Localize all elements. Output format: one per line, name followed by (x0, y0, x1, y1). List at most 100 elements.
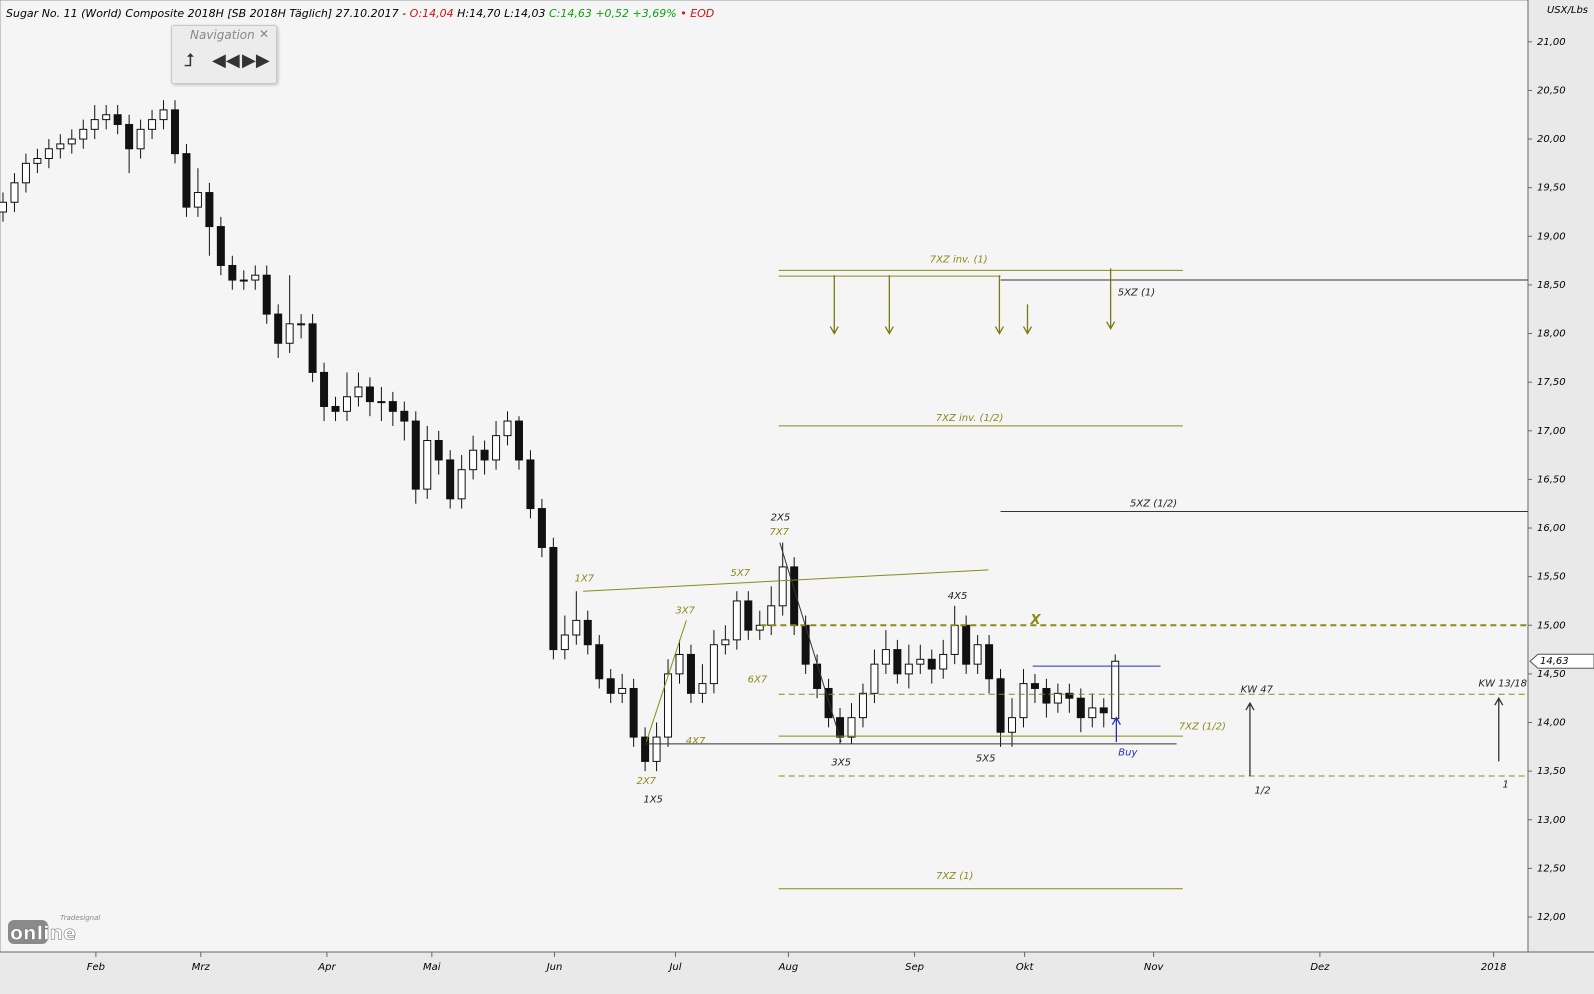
candle-body (824, 687, 833, 719)
candle-body (480, 449, 489, 461)
candle-body (962, 624, 971, 665)
navigation-title: Navigation (190, 28, 255, 42)
candle-body (939, 653, 948, 670)
candle-body (985, 644, 994, 680)
back-button[interactable]: ◀◀ (212, 50, 240, 71)
x-tick-label: Okt (1016, 962, 1035, 973)
annotation-line (583, 569, 989, 592)
y-tick-label: 19,50 (1537, 183, 1566, 194)
annotation: 7XZ (1/2) (1179, 721, 1226, 732)
y-tick-label: 14,50 (1537, 669, 1566, 680)
y-tick-label: 12,50 (1537, 863, 1566, 874)
candle-body (583, 619, 592, 646)
x-tick-label: Mrz (192, 962, 211, 973)
candle-body (549, 546, 558, 651)
header-title: Sugar No. 11 (World) Composite 2018H [SB… (6, 7, 714, 20)
candle-body (514, 420, 523, 461)
candle-body (744, 600, 753, 631)
candle-body (469, 449, 478, 471)
candle-body (251, 274, 260, 281)
candle-body (354, 386, 363, 398)
up-button[interactable]: ⮥ (184, 50, 195, 71)
candle-body (801, 624, 810, 665)
annotation: 5XZ (1) (1118, 288, 1155, 299)
y-tick-label: 13,50 (1537, 766, 1566, 777)
plot-area (0, 0, 1529, 953)
header-change: C:14,63 +0,52 +3,69% (549, 7, 677, 20)
candle-body (205, 192, 214, 228)
candle-body (239, 279, 248, 282)
annotation: 2X7 (636, 776, 656, 787)
candle-body (904, 663, 913, 675)
candle-body (400, 410, 409, 422)
candle-body (1019, 683, 1028, 719)
annotation: 2X5 (771, 512, 791, 523)
candle-body (1076, 697, 1085, 719)
candle-body (193, 192, 202, 208)
candle-body (285, 323, 294, 344)
annotation: 7X7 (769, 527, 789, 538)
candle-body (56, 143, 65, 150)
candle-body (916, 658, 925, 665)
candle-body (572, 619, 581, 636)
candle-body (228, 264, 237, 281)
candle-body (881, 649, 890, 665)
candle-body (21, 162, 30, 184)
candle-body (721, 639, 730, 646)
x-tick-label: Mai (423, 962, 441, 973)
y-tick-label: 13,00 (1537, 815, 1566, 826)
candle-body (342, 396, 351, 412)
y-tick-label: 20,00 (1537, 134, 1566, 145)
candle-body (90, 119, 99, 130)
candle-body (652, 736, 661, 762)
candle-body (686, 653, 695, 694)
candle-body (560, 634, 569, 651)
y-tick-label: 18,50 (1537, 280, 1566, 291)
x-tick-label: Jul (667, 962, 681, 973)
close-button[interactable]: ✕ (258, 27, 269, 41)
annotation: 3X7 (675, 606, 695, 617)
annotation: 1/2 (1255, 786, 1271, 797)
candle-body (778, 566, 787, 607)
candle-body (159, 109, 168, 121)
candle-body (973, 644, 982, 665)
forward-button[interactable]: ▶▶ (242, 50, 270, 71)
candle-body (365, 386, 374, 403)
candle-body (503, 420, 512, 437)
annotation: 1 (1502, 780, 1508, 791)
candle-body (893, 649, 902, 675)
candle-body (274, 313, 283, 344)
candle-body (664, 673, 673, 738)
candle-body (629, 687, 638, 738)
candle-body (388, 401, 397, 412)
candle-body (996, 678, 1005, 733)
annotation-line (779, 542, 842, 743)
candle-body (148, 119, 157, 130)
candle-body (537, 508, 546, 548)
candle-body (0, 201, 7, 213)
candle-body (10, 182, 19, 203)
candle-body (102, 114, 111, 121)
candle-body (113, 114, 122, 125)
annotation: 4X5 (948, 591, 968, 602)
y-tick-label: 17,00 (1537, 426, 1566, 437)
arrow (1022, 304, 1033, 335)
arrow (829, 275, 839, 335)
candle-body (732, 600, 741, 641)
last-price-marker (1529, 653, 1594, 669)
candle-body (308, 323, 317, 373)
candle-body (641, 736, 650, 762)
x-tick-label: Nov (1144, 962, 1165, 973)
annotation: 5X7 (730, 568, 750, 579)
candle-body (847, 717, 856, 738)
y-tick-label: 20,50 (1537, 85, 1566, 96)
annotation: 4X7 (686, 736, 706, 747)
x-tick-label: Apr (317, 962, 336, 973)
candle-body (423, 440, 432, 490)
candle-body (698, 683, 707, 694)
candle-body (492, 435, 501, 461)
candle-body (79, 128, 88, 140)
annotation: 7XZ (1) (936, 871, 973, 882)
candle-body (950, 624, 959, 655)
